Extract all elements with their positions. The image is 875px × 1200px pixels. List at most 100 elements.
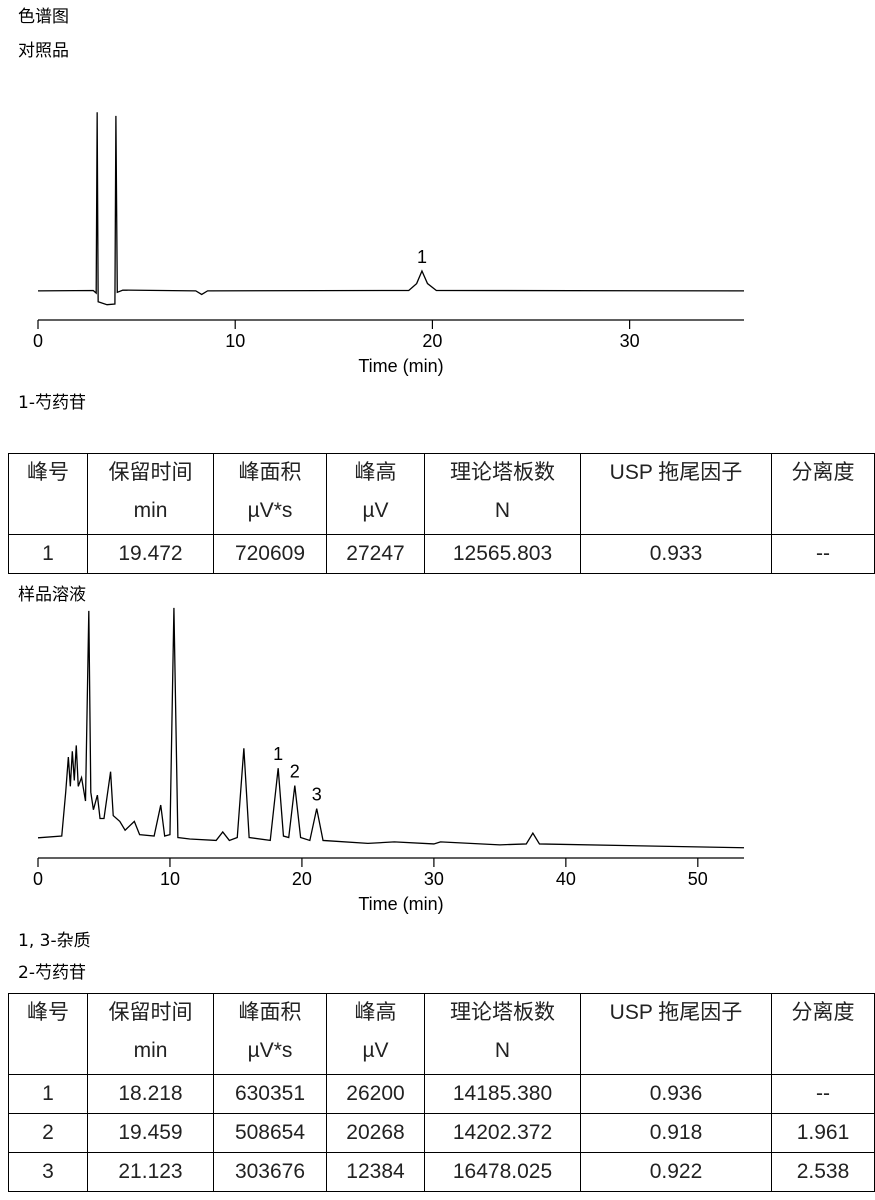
cell: 2 (8, 1113, 88, 1153)
cell-text: 27247 (346, 542, 405, 565)
cell: 26200 (326, 1074, 425, 1114)
x-axis-label: Time (min) (358, 356, 443, 376)
cell: 12565.803 (424, 534, 581, 574)
header-text: USP 拖尾因子 (609, 1001, 743, 1024)
chart-title: 样品溶液 (18, 585, 86, 605)
header-text: 保留时间 (108, 461, 193, 484)
peak-label: 1 (273, 744, 283, 764)
cell: 27247 (326, 534, 425, 574)
header-text: µV*s (247, 1039, 293, 1062)
cell: 0.922 (580, 1152, 772, 1192)
cell: 19.472 (87, 534, 214, 574)
chart-note: 1, 3-杂质 (18, 931, 91, 951)
x-tick-label: 0 (33, 331, 43, 351)
header-cell: 分离度 (771, 993, 875, 1075)
cell: 0.918 (580, 1113, 772, 1153)
cell-text: 1 (42, 542, 54, 565)
cell: 14185.380 (424, 1074, 581, 1114)
header-row: 峰号 保留时间 min 峰面积 µV*s 峰高 µV 理论塔板数 N USP 拖尾因子 分离度 (8, 453, 875, 535)
cell: 2.538 (771, 1152, 875, 1192)
cell-text: 1.961 (796, 1121, 850, 1144)
cell: 12384 (326, 1152, 425, 1192)
cell-text: 12565.803 (452, 542, 553, 565)
cell: 16478.025 (424, 1152, 581, 1192)
x-tick-label: 20 (292, 869, 312, 889)
cell: 0.936 (580, 1074, 772, 1114)
header-text: 峰号 (27, 461, 69, 484)
cell-text: 14185.380 (452, 1082, 553, 1105)
cell-text: 19.459 (118, 1121, 183, 1144)
header-text: N (494, 499, 511, 522)
header-cell: 理论塔板数 N (424, 453, 581, 535)
heading: 色谱图 (18, 7, 69, 27)
cell: 0.933 (580, 534, 772, 574)
data-row: 3 21.123 303676 12384 16478.025 0.922 2.538 (8, 1152, 875, 1192)
header-text: 峰高 (354, 1001, 397, 1024)
header-cell: 峰面积 µV*s (213, 993, 327, 1075)
cell: 1 (8, 1074, 88, 1114)
trace (37, 607, 745, 849)
peak-label: 3 (312, 785, 322, 805)
x-tick-label: 0 (33, 869, 43, 889)
x-tick-label: 30 (424, 869, 444, 889)
cell: 14202.372 (424, 1113, 581, 1153)
chart-title: 对照品 (18, 41, 69, 61)
cell-text: 508654 (234, 1121, 306, 1144)
header-text: 峰高 (354, 461, 397, 484)
peak-label: 2 (290, 762, 300, 782)
header-cell: 峰高 µV (326, 993, 425, 1075)
cell-text: 0.933 (649, 542, 703, 565)
cell-text: 2.538 (796, 1160, 850, 1183)
cell: 21.123 (87, 1152, 214, 1192)
cell-text: 630351 (234, 1082, 306, 1105)
cell: 19.459 (87, 1113, 214, 1153)
cell-text: 2 (42, 1121, 54, 1144)
cell: 630351 (213, 1074, 327, 1114)
x-tick-label: 10 (160, 869, 180, 889)
peak-label: 1 (417, 247, 427, 267)
header-text: 分离度 (791, 461, 855, 484)
cell-text: 12384 (346, 1160, 405, 1183)
header-row: 峰号 保留时间 min 峰面积 µV*s 峰高 µV 理论塔板数 N USP 拖尾因子 分离度 (8, 993, 875, 1075)
header-text: 保留时间 (108, 1001, 193, 1024)
header-cell: 理论塔板数 N (424, 993, 581, 1075)
cell: 303676 (213, 1152, 327, 1192)
cell-text: -- (816, 542, 830, 565)
cell-text: 1 (42, 1082, 54, 1105)
cell-text: 0.936 (649, 1082, 703, 1105)
cell-text: 14202.372 (452, 1121, 553, 1144)
header-text: 分离度 (791, 1001, 855, 1024)
cell: 20268 (326, 1113, 425, 1153)
header-cell: USP 拖尾因子 (580, 453, 772, 535)
peak-table: 峰号 保留时间 min 峰面积 µV*s 峰高 µV 理论塔板数 N USP 拖尾因子 分离度 1 18… (8, 993, 875, 1192)
header-cell: 峰高 µV (326, 453, 425, 535)
data-row: 1 18.218 630351 26200 14185.380 0.936 -- (8, 1074, 875, 1114)
header-cell: 峰号 (8, 993, 88, 1075)
cell: 508654 (213, 1113, 327, 1153)
cell: -- (771, 534, 875, 574)
header-cell: 峰面积 µV*s (213, 453, 327, 535)
header-cell: 保留时间 min (87, 993, 214, 1075)
header-text: min (133, 1039, 168, 1062)
header-cell: 保留时间 min (87, 453, 214, 535)
chart-note: 2-芍药苷 (18, 963, 86, 983)
header-text: µV*s (247, 499, 293, 522)
header-cell: 峰号 (8, 453, 88, 535)
trace (37, 112, 745, 306)
cell: 18.218 (87, 1074, 214, 1114)
cell-text: -- (816, 1082, 830, 1105)
data-row: 2 19.459 508654 20268 14202.372 0.918 1.961 (8, 1113, 875, 1153)
data-row: 1 19.472 720609 27247 12565.803 0.933 -- (8, 534, 875, 574)
chart-note: 1-芍药苷 (18, 393, 86, 413)
cell: 3 (8, 1152, 88, 1192)
header-cell: USP 拖尾因子 (580, 993, 772, 1075)
header-text: N (494, 1039, 511, 1062)
header-text: µV (362, 1039, 389, 1062)
header-text: 峰号 (27, 1001, 69, 1024)
x-axis-label: Time (min) (358, 894, 443, 914)
header-text: 峰面积 (238, 1001, 302, 1024)
cell-text: 303676 (234, 1160, 306, 1183)
cell-text: 26200 (346, 1082, 405, 1105)
cell-text: 18.218 (118, 1082, 183, 1105)
